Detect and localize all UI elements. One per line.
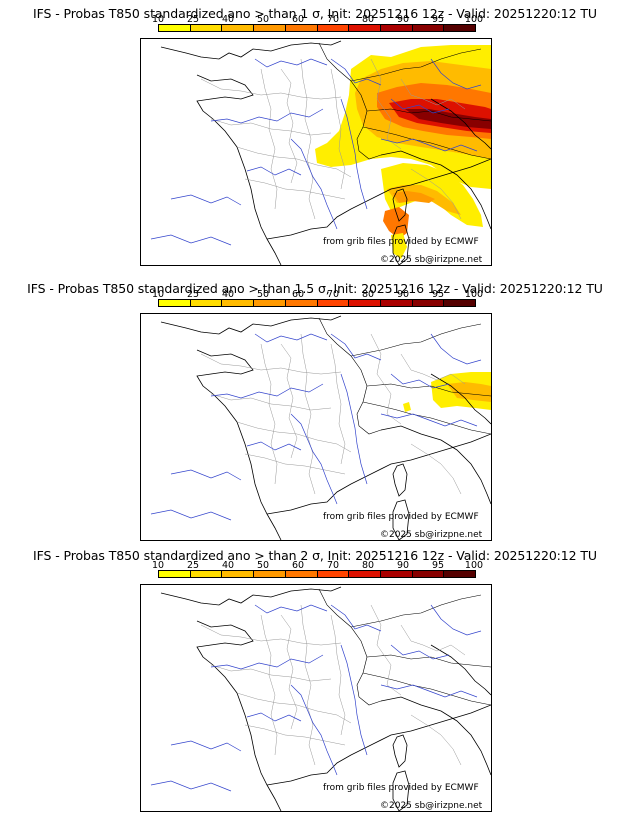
colorbar-tick: 95	[431, 289, 445, 300]
map-panel-2: IFS - Probas T850 standardized ano > tha…	[0, 275, 630, 543]
panel-title: IFS - Probas T850 standardized ano > tha…	[33, 6, 597, 21]
colorbar-swatch	[222, 571, 255, 577]
colorbar-swatch	[254, 25, 286, 31]
panel-title: IFS - Probas T850 standardized ano > tha…	[27, 281, 603, 296]
colorbar-labels: 10 25 40 50 60 70 80 90 95 100	[151, 289, 494, 300]
colorbar-tick: 40	[221, 560, 235, 571]
panel-title: IFS - Probas T850 standardized ano > tha…	[33, 548, 597, 563]
colorbar-tick: 60	[291, 289, 305, 300]
colorbar-tick: 70	[326, 14, 340, 25]
colorbar-swatch	[444, 571, 476, 577]
colorbar-swatch	[254, 571, 286, 577]
colorbar-swatch	[380, 25, 413, 31]
colorbar-tick: 80	[361, 289, 375, 300]
colorbar-tick: 40	[221, 14, 235, 25]
colorbar-tick: 25	[186, 289, 200, 300]
colorbar	[158, 570, 476, 578]
colorbar-swatch	[222, 25, 255, 31]
colorbar-swatch	[349, 300, 381, 306]
colorbar-swatch	[317, 25, 350, 31]
copyright-credit: ©2025 sb@irizpne.net	[380, 801, 483, 811]
colorbar-tick: 90	[396, 14, 410, 25]
colorbar-labels: 10 25 40 50 60 70 80 90 95 100	[151, 14, 494, 25]
colorbar-tick: 10	[151, 560, 165, 571]
colorbar-swatch	[444, 25, 476, 31]
colorbar-tick: 80	[361, 560, 375, 571]
colorbar-tick: 50	[256, 14, 270, 25]
colorbar-tick: 60	[291, 560, 305, 571]
copyright-credit: ©2025 sb@irizpne.net	[380, 255, 483, 265]
map-svg: from grib files provided by ECMWF ©2025 …	[150, 315, 491, 540]
colorbar-tick: 80	[361, 14, 375, 25]
colorbar-tick: 95	[431, 560, 445, 571]
colorbar-swatch	[285, 571, 318, 577]
colorbar-swatch	[159, 571, 191, 577]
colorbar-tick: 95	[431, 14, 445, 25]
probability-map: from grib files provided by ECMWF ©2025 …	[140, 38, 492, 266]
colorbar-swatch	[380, 571, 413, 577]
colorbar-swatch	[317, 300, 350, 306]
colorbar-tick: 50	[256, 289, 270, 300]
colorbar-swatch	[412, 300, 445, 306]
colorbar-swatch	[349, 571, 381, 577]
probability-fill	[315, 45, 491, 259]
copyright-credit: ©2025 sb@irizpne.net	[380, 530, 483, 540]
colorbar-tick: 40	[221, 289, 235, 300]
source-credit: from grib files provided by ECMWF	[323, 237, 479, 247]
colorbar-labels: 10 25 40 50 60 70 80 90 95 100	[151, 560, 494, 571]
colorbar-swatch	[349, 25, 381, 31]
colorbar-swatch	[190, 300, 223, 306]
colorbar-swatch	[254, 300, 286, 306]
colorbar-swatch	[285, 300, 318, 306]
probability-fill	[403, 372, 491, 412]
colorbar-tick: 10	[151, 14, 165, 25]
colorbar-tick: 100	[464, 289, 484, 300]
colorbar-swatch	[190, 571, 223, 577]
colorbar-swatch	[285, 25, 318, 31]
map-panel-3: IFS - Probas T850 standardized ano > tha…	[0, 548, 630, 816]
probability-map: from grib files provided by ECMWF ©2025 …	[140, 584, 492, 812]
colorbar-tick: 70	[326, 289, 340, 300]
colorbar-tick: 25	[186, 14, 200, 25]
colorbar-swatch	[380, 300, 413, 306]
colorbar-tick: 50	[256, 560, 270, 571]
colorbar-tick: 25	[186, 560, 200, 571]
colorbar-tick: 90	[396, 289, 410, 300]
colorbar-swatch	[317, 571, 350, 577]
probability-map: from grib files provided by ECMWF ©2025 …	[140, 313, 492, 541]
colorbar-tick: 10	[151, 289, 165, 300]
colorbar-tick: 60	[291, 14, 305, 25]
colorbar-swatch	[412, 571, 445, 577]
colorbar-tick: 90	[396, 560, 410, 571]
source-credit: from grib files provided by ECMWF	[323, 783, 479, 793]
map-panel-1: IFS - Probas T850 standardized ano > tha…	[0, 0, 630, 268]
colorbar	[158, 24, 476, 32]
map-svg: from grib files provided by ECMWF ©2025 …	[150, 586, 491, 811]
colorbar-swatch	[444, 300, 476, 306]
colorbar-tick: 100	[464, 14, 484, 25]
colorbar-swatch	[159, 25, 191, 31]
colorbar-swatch	[412, 25, 445, 31]
source-credit: from grib files provided by ECMWF	[323, 512, 479, 522]
map-svg: from grib files provided by ECMWF ©2025 …	[150, 40, 491, 265]
colorbar-tick: 70	[326, 560, 340, 571]
colorbar-tick: 100	[464, 560, 484, 571]
colorbar-swatch	[190, 25, 223, 31]
colorbar-swatch	[159, 300, 191, 306]
colorbar	[158, 299, 476, 307]
colorbar-swatch	[222, 300, 255, 306]
